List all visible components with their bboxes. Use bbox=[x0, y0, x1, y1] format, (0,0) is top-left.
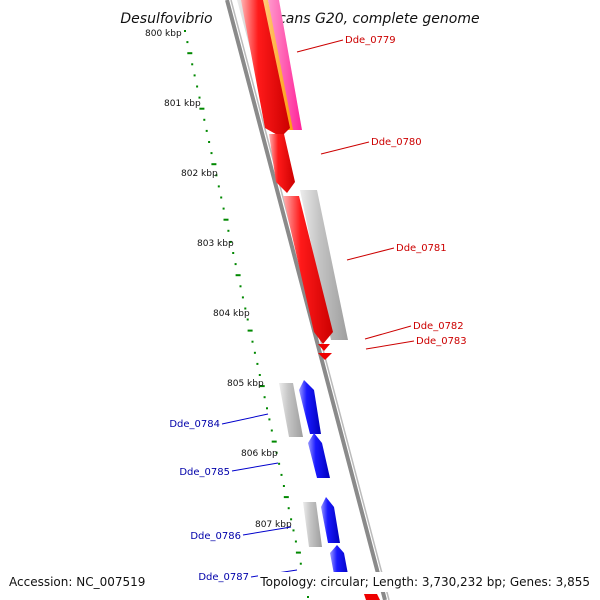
gc-left-dot bbox=[223, 218, 229, 221]
accession-text: Accession: NC_007519 bbox=[9, 575, 145, 589]
gc-left-dot bbox=[247, 329, 253, 332]
gene-label-Dde_0787[interactable]: Dde_0787 bbox=[198, 572, 249, 583]
gc-left-dot bbox=[292, 529, 295, 532]
gene-label-Dde_0786[interactable]: Dde_0786 bbox=[190, 531, 241, 542]
gene-Dde_0783[interactable] bbox=[318, 353, 332, 360]
gene-Dde_0780[interactable] bbox=[269, 134, 295, 193]
topology-text: Topology: circular; Length: 3,730,232 bp… bbox=[259, 575, 590, 589]
callout-line-Dde_0784 bbox=[221, 413, 269, 425]
gc-left-dot bbox=[205, 129, 208, 132]
gene-callouts bbox=[221, 39, 415, 578]
gc-left-dot bbox=[208, 141, 211, 143]
gc-left-dot bbox=[210, 152, 213, 155]
gc-left-dot bbox=[217, 185, 220, 188]
gc-left-dot bbox=[275, 451, 278, 454]
gc-left-dot bbox=[211, 163, 217, 166]
gc-left-dot bbox=[191, 63, 194, 66]
cog-block-0781 bbox=[300, 190, 348, 340]
gene-labels: Dde_0779 Dde_0780 Dde_0781 Dde_0782 Dde_… bbox=[169, 35, 466, 583]
callout-line-Dde_0779 bbox=[296, 39, 344, 53]
kbp-label-807: 807 kbp bbox=[255, 520, 292, 530]
gc-left-dot bbox=[187, 52, 193, 55]
gc-left-dot bbox=[241, 296, 244, 299]
map-title: Desulfovibrio desulfuricans G20, complet… bbox=[120, 11, 479, 27]
gc-left-dot bbox=[263, 396, 266, 399]
callout-line-Dde_0781 bbox=[346, 247, 395, 261]
callout-line-Dde_0785 bbox=[231, 462, 279, 472]
kbp-scale: 800 kbp 801 kbp 802 kbp 803 kbp 804 kbp … bbox=[145, 29, 292, 530]
gc-left-dot bbox=[229, 240, 232, 243]
kbp-label-803: 803 kbp bbox=[197, 239, 234, 249]
callout-line-Dde_0780 bbox=[320, 141, 370, 155]
gene-Dde_0784[interactable] bbox=[299, 380, 321, 434]
gc-left-dot bbox=[299, 562, 302, 565]
gc-left-dot bbox=[227, 229, 230, 232]
gene-label-Dde_0782[interactable]: Dde_0782 bbox=[413, 321, 464, 332]
kbp-label-802: 802 kbp bbox=[181, 169, 218, 179]
gene-label-Dde_0783[interactable]: Dde_0783 bbox=[416, 336, 467, 347]
gc-left-dot bbox=[278, 462, 281, 465]
callout-line-Dde_0782 bbox=[364, 325, 412, 340]
gc-left-dot bbox=[259, 385, 265, 388]
kbp-label-801: 801 kbp bbox=[164, 99, 201, 109]
gc-left-dot bbox=[234, 263, 237, 266]
gc-left-dot bbox=[271, 440, 277, 443]
gc-left-dot bbox=[280, 473, 283, 476]
gc-left-dot bbox=[253, 351, 256, 354]
gc-left-dot bbox=[295, 551, 301, 554]
gene-label-Dde_0785[interactable]: Dde_0785 bbox=[179, 467, 230, 478]
gc-left-dot bbox=[199, 107, 205, 110]
kbp-label-804: 804 kbp bbox=[213, 309, 250, 319]
gc-left-dot bbox=[203, 118, 206, 121]
cog-block-0786 bbox=[303, 502, 322, 547]
gc-left-dot bbox=[251, 340, 254, 343]
gc-left-dot bbox=[196, 85, 199, 88]
callout-line-Dde_0783 bbox=[365, 340, 415, 350]
gene-Dde_0781[interactable] bbox=[283, 196, 333, 344]
gc-left-dot bbox=[282, 485, 285, 487]
gc-left-dot bbox=[193, 74, 196, 77]
gene-Dde_0782[interactable] bbox=[318, 344, 330, 351]
gene-label-Dde_0784[interactable]: Dde_0784 bbox=[169, 419, 220, 430]
gc-left-dot bbox=[184, 30, 186, 32]
gc-left-dot bbox=[290, 518, 293, 521]
forward-strand-genes bbox=[241, 0, 380, 600]
gc-left-dot bbox=[198, 96, 201, 99]
gc-left-dot bbox=[220, 196, 223, 199]
gc-left-dot bbox=[215, 174, 218, 177]
gc-left-dot bbox=[266, 407, 268, 410]
kbp-label-800: 800 kbp bbox=[145, 29, 182, 39]
gene-bottom-edge bbox=[364, 594, 380, 600]
gc-left-dot bbox=[256, 362, 259, 365]
gc-left-dot bbox=[232, 252, 235, 254]
backbone-line-outer bbox=[225, 0, 387, 600]
footer-topology-bg bbox=[258, 572, 594, 592]
gc-left-dot bbox=[246, 318, 249, 321]
gc-left-dot bbox=[268, 418, 271, 421]
gene-Dde_0786[interactable] bbox=[321, 497, 340, 543]
gene-label-Dde_0779[interactable]: Dde_0779 bbox=[345, 35, 396, 46]
gene-label-Dde_0780[interactable]: Dde_0780 bbox=[371, 137, 422, 148]
gc-left-dot bbox=[258, 374, 261, 376]
gc-left-dot bbox=[283, 496, 289, 499]
gc-left-dot bbox=[294, 540, 297, 543]
gene-Dde_0785[interactable] bbox=[308, 433, 330, 478]
magenta-track bbox=[268, 0, 302, 130]
gene-label-Dde_0781[interactable]: Dde_0781 bbox=[396, 243, 447, 254]
gc-left-dot bbox=[186, 41, 189, 44]
callout-line-Dde_0786 bbox=[242, 526, 292, 536]
gc-left-dot bbox=[270, 429, 273, 432]
gc-left-dot bbox=[222, 207, 225, 210]
gc-left-dot bbox=[239, 285, 242, 288]
kbp-label-805: 805 kbp bbox=[227, 379, 264, 389]
gc-left-dot bbox=[244, 307, 247, 310]
cog-block-0784 bbox=[279, 383, 303, 437]
gene-Dde_0779[interactable] bbox=[241, 0, 290, 137]
kbp-label-806: 806 kbp bbox=[241, 449, 278, 459]
gc-left-dot bbox=[307, 596, 309, 598]
gc-left-dot bbox=[235, 274, 241, 277]
gc-left-dot bbox=[287, 507, 290, 510]
